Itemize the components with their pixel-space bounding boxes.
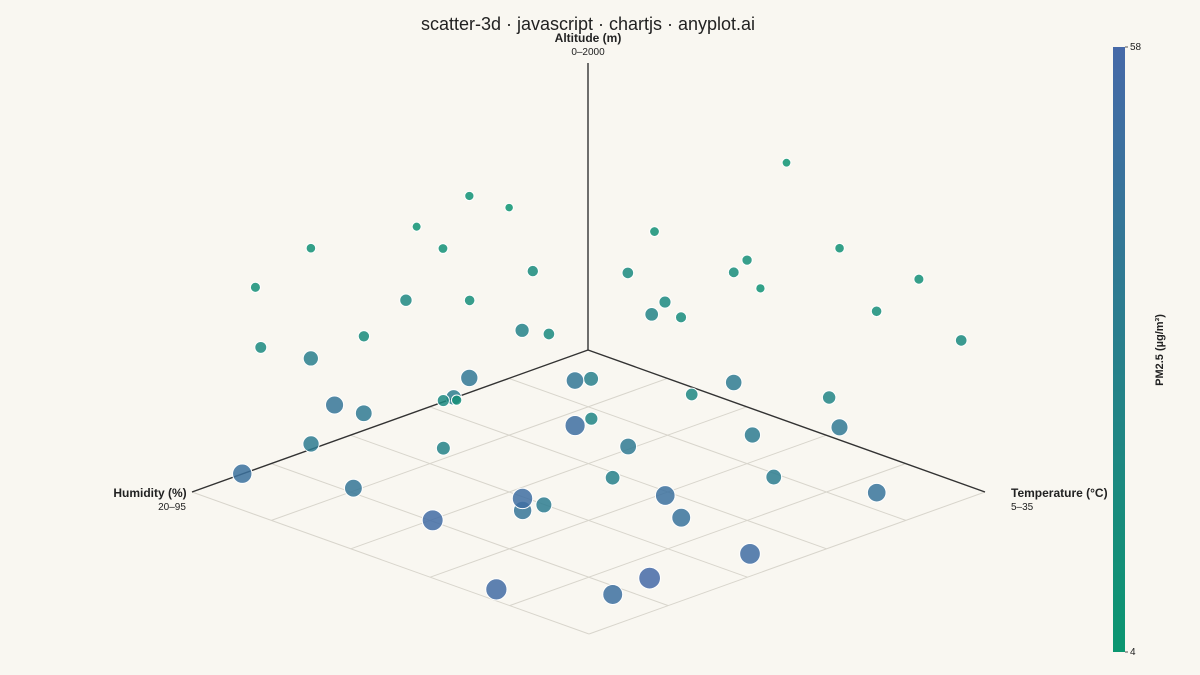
grid-line xyxy=(429,406,827,550)
point xyxy=(354,404,373,423)
point xyxy=(954,334,968,347)
point xyxy=(743,426,762,444)
grid-line xyxy=(271,377,668,521)
point xyxy=(564,414,586,437)
point xyxy=(834,242,845,254)
x-axis-line xyxy=(191,349,589,493)
y-axis-line xyxy=(587,349,986,493)
point xyxy=(765,468,783,486)
point xyxy=(584,411,599,426)
point xyxy=(830,418,849,437)
y-range-label: 5–35 xyxy=(1011,502,1034,513)
colorbar-tick-label: 4 xyxy=(1130,647,1136,658)
point xyxy=(421,509,444,532)
point xyxy=(565,371,585,390)
point xyxy=(249,281,261,293)
point xyxy=(644,306,660,322)
point xyxy=(604,469,621,486)
point xyxy=(866,482,887,503)
point xyxy=(602,584,624,605)
colorbar-label: PM2.5 (µg/m³) xyxy=(1154,314,1166,386)
point xyxy=(741,254,753,266)
chart-title: scatter-3d · javascript · chartjs · anyp… xyxy=(421,14,755,34)
point xyxy=(305,242,317,254)
point xyxy=(511,487,534,510)
point xyxy=(654,485,676,506)
x-range-label: 20–95 xyxy=(158,502,186,513)
point xyxy=(436,393,450,408)
point xyxy=(325,395,345,415)
grid-line xyxy=(191,491,590,635)
point xyxy=(526,264,539,278)
point xyxy=(649,226,660,237)
point xyxy=(781,157,792,168)
point xyxy=(435,440,451,456)
point xyxy=(684,387,699,402)
x-axis-label: Humidity (%) xyxy=(113,486,186,500)
point xyxy=(913,273,925,285)
z-range-label: 0–2000 xyxy=(571,47,605,58)
point xyxy=(514,322,530,338)
point xyxy=(463,294,476,307)
point xyxy=(671,507,692,528)
point xyxy=(460,368,479,388)
point xyxy=(583,370,600,387)
point xyxy=(357,330,371,343)
grid-line xyxy=(350,406,747,550)
z-axis-label: Altitude (m) xyxy=(555,31,622,45)
point xyxy=(755,283,766,294)
point xyxy=(658,295,672,309)
point xyxy=(254,340,268,354)
point xyxy=(411,221,422,232)
point xyxy=(302,350,319,367)
point xyxy=(621,266,635,280)
point xyxy=(399,293,413,307)
colorbar-tick-label: 58 xyxy=(1130,42,1142,53)
point xyxy=(437,243,449,254)
grid-line xyxy=(509,463,906,607)
point xyxy=(504,202,514,213)
point xyxy=(674,311,688,324)
point xyxy=(739,543,761,565)
point xyxy=(485,578,508,601)
point xyxy=(232,463,253,484)
point xyxy=(638,566,661,590)
point xyxy=(619,437,638,456)
point xyxy=(821,390,837,405)
point xyxy=(464,190,475,202)
point xyxy=(302,435,320,453)
point xyxy=(535,496,553,514)
point xyxy=(451,394,463,406)
colorbar xyxy=(1113,47,1125,652)
point xyxy=(542,327,556,341)
point xyxy=(727,266,740,279)
grid-line xyxy=(430,434,827,578)
grid-line xyxy=(271,463,669,607)
point xyxy=(724,373,743,392)
y-axis-label: Temperature (°C) xyxy=(1011,486,1108,500)
grid-line xyxy=(508,377,906,521)
grid-line xyxy=(588,491,986,635)
point xyxy=(343,478,363,498)
point xyxy=(870,305,883,318)
